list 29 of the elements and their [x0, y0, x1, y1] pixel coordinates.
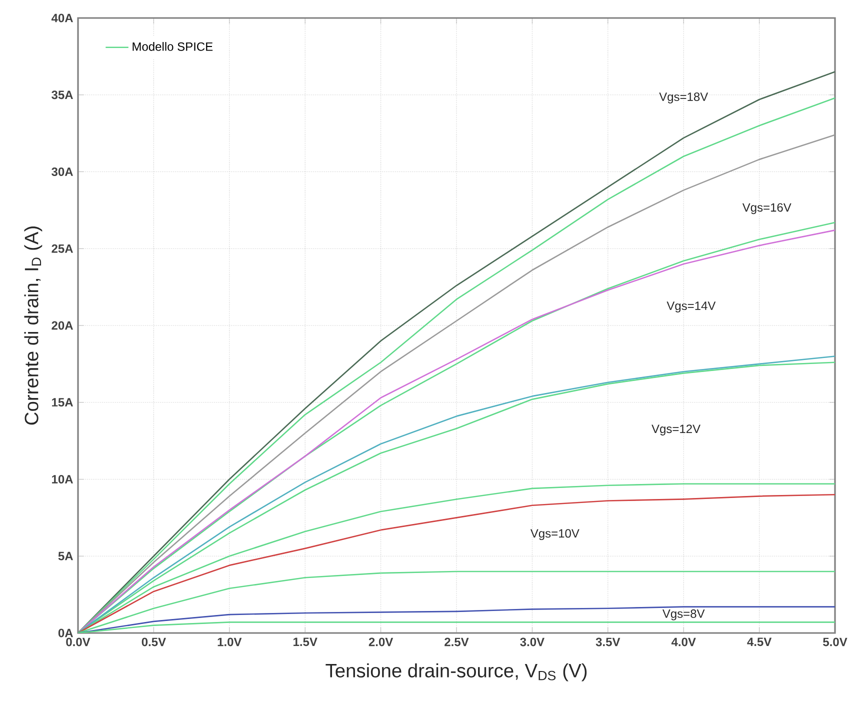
x-tick-label: 2.0V: [368, 638, 394, 646]
x-tick-label: 4.0V: [671, 638, 696, 646]
x-tick-label: 2.5V: [444, 638, 469, 646]
x-tick-label: 3.0V: [520, 638, 544, 646]
annotation: Vgs=12V: [652, 424, 700, 436]
x-tick-label: 0.5V: [142, 638, 166, 646]
annotation: Vgs=10V: [530, 529, 580, 540]
y-tick-label: 15A: [52, 398, 73, 407]
y-tick-label: 5A: [58, 552, 73, 560]
x-axis-title: Tensione drain-source, V$_{DS}$ (V): [326, 663, 587, 682]
y-axis-title: Corrente di drain, I$_{D}$ (A): [24, 226, 42, 425]
y-tick-label: 30A: [52, 167, 73, 176]
x-tick-label: 1.0V: [218, 638, 242, 646]
y-tick-label: 20A: [52, 321, 73, 330]
x-tick-label: 5.0V: [823, 638, 848, 646]
y-tick-label: 0A: [58, 628, 73, 638]
annotation: Vgs=18V: [659, 92, 708, 104]
x-tick-label: 3.5V: [596, 638, 620, 646]
annotation: Vgs=14V: [666, 302, 716, 312]
x-tick-label: 1.5V: [294, 638, 318, 646]
legend-label: Modello SPICE: [132, 42, 213, 51]
y-tick-label: 35A: [52, 90, 73, 100]
x-tick-label: 4.5V: [747, 638, 772, 646]
y-tick-label: 10A: [52, 474, 73, 484]
annotation: Vgs=8V: [662, 609, 705, 620]
x-tick-label: 0.0V: [66, 638, 90, 646]
annotation: Vgs=16V: [742, 203, 792, 214]
y-tick-label: 25A: [52, 244, 73, 253]
y-tick-label: 40A: [51, 14, 73, 22]
